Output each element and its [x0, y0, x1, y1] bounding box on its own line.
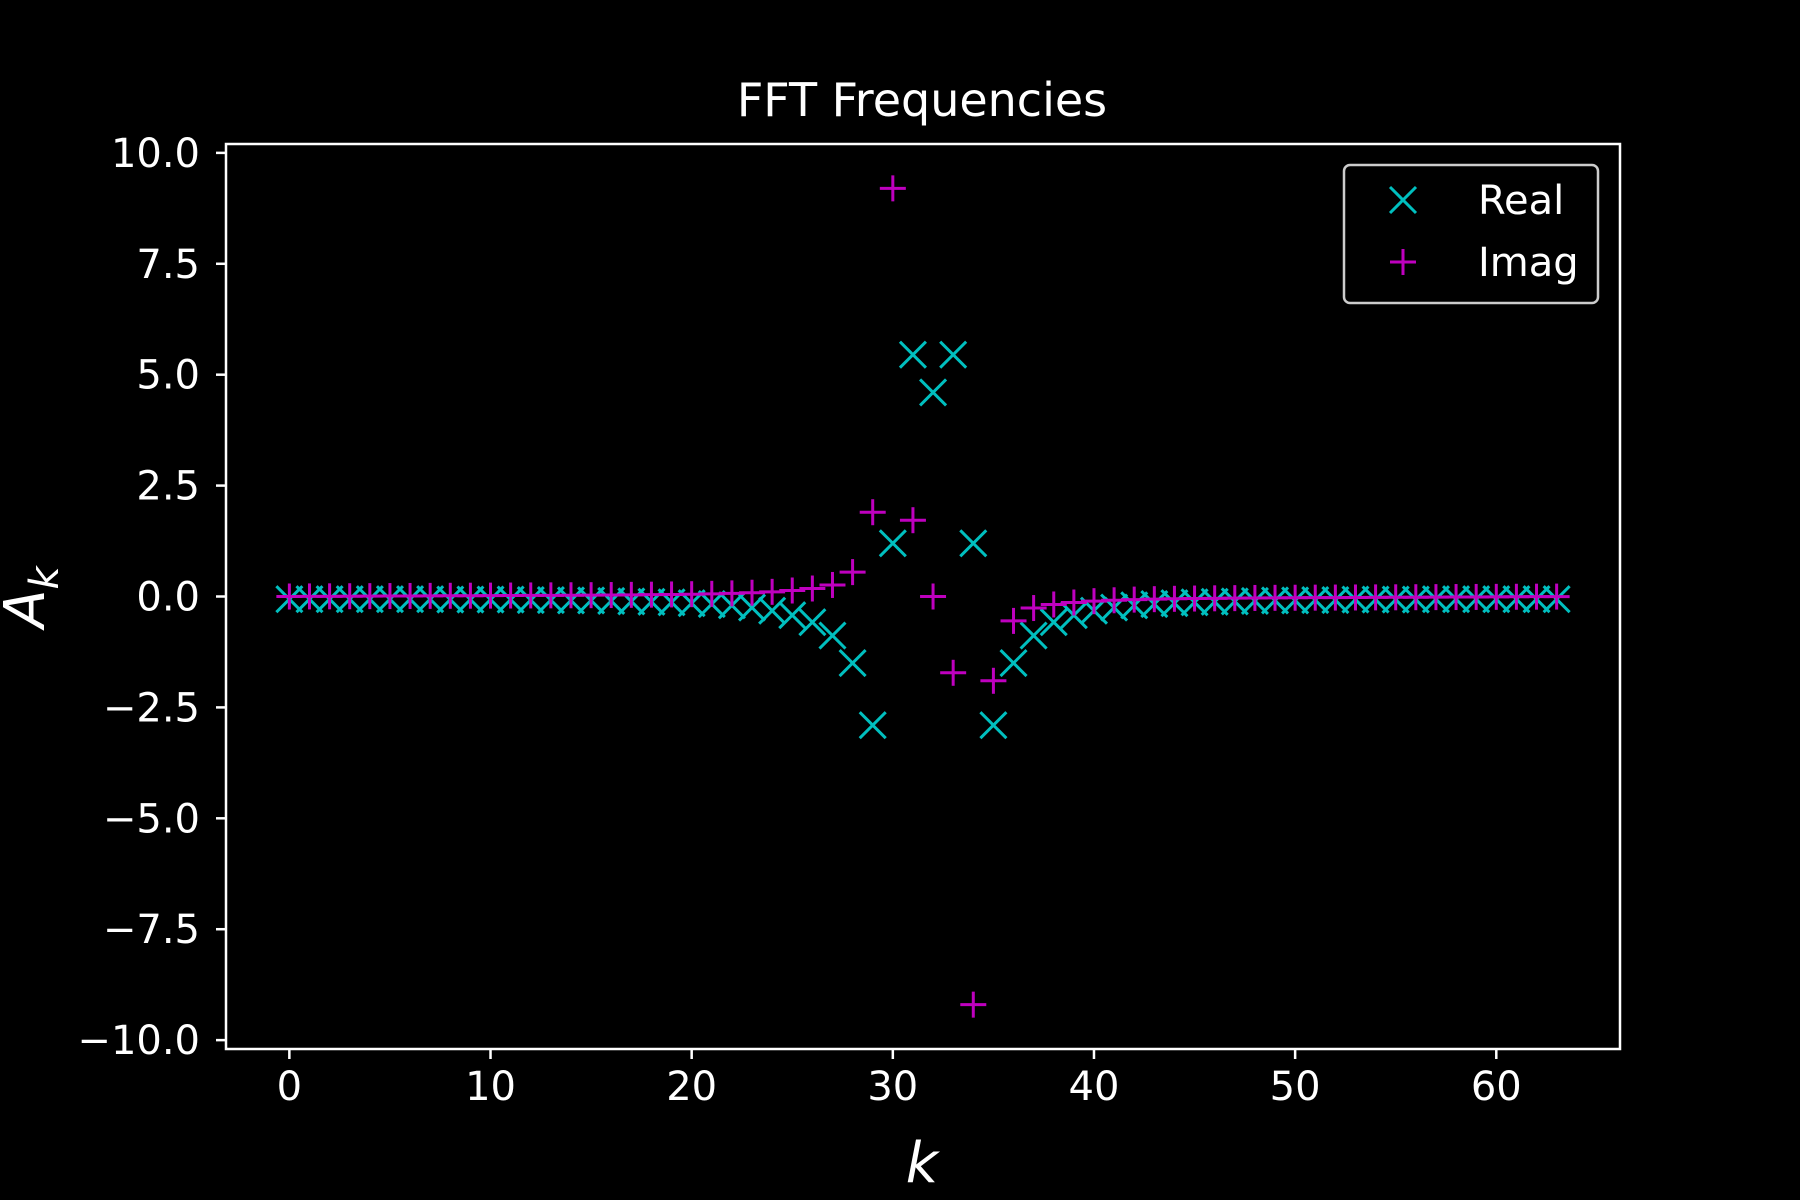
y-tick-label: −10.0 [77, 1018, 200, 1064]
x-tick-label: 20 [666, 1064, 717, 1110]
data-marks [275, 175, 1571, 1018]
point-real [778, 601, 807, 630]
point-real [1039, 608, 1068, 637]
point-imag [920, 583, 947, 610]
point-imag [839, 559, 866, 586]
x-tick-label: 10 [465, 1064, 516, 1110]
point-real [959, 529, 988, 558]
point-imag [1040, 591, 1067, 618]
legend-marker-real [1388, 185, 1418, 215]
point-imag [799, 575, 826, 602]
y-tick-label: 7.5 [136, 242, 200, 288]
point-imag [819, 571, 846, 598]
point-imag [980, 667, 1007, 694]
series-imag [276, 175, 1570, 1018]
legend-label-imag: Imag [1478, 240, 1579, 286]
y-axis-label-main: A [0, 589, 58, 630]
point-imag [1000, 607, 1027, 634]
y-tick-label: −7.5 [103, 907, 200, 953]
point-imag [1543, 583, 1570, 610]
y-tick-label: 5.0 [136, 353, 200, 399]
y-tick-label: −5.0 [103, 796, 200, 842]
legend-marker-imag [1390, 249, 1416, 275]
y-axis-label-subscript: k [22, 564, 68, 589]
legend: Real Imag [1342, 163, 1600, 305]
x-axis-ticks: 0 10 20 30 40 50 60 [277, 1049, 1522, 1110]
legend-box [1342, 163, 1600, 305]
point-real [818, 621, 847, 650]
point-real [878, 529, 907, 558]
x-tick-label: 30 [867, 1064, 918, 1110]
point-real [918, 378, 948, 407]
y-axis-label: Ak [0, 564, 68, 630]
point-imag [960, 991, 987, 1018]
x-tick-label: 40 [1069, 1064, 1120, 1110]
plot-frame [224, 142, 1622, 1051]
point-real [838, 648, 867, 678]
y-tick-label: 2.5 [136, 464, 200, 510]
point-imag [1020, 595, 1047, 622]
point-imag [879, 175, 906, 202]
x-axis-label: k [906, 1131, 941, 1196]
point-real [979, 711, 1008, 740]
point-real [939, 340, 968, 369]
y-tick-label: 0.0 [136, 575, 200, 621]
point-real [798, 608, 827, 637]
legend-label-real: Real [1478, 178, 1564, 224]
point-real [999, 648, 1028, 678]
chart-title: FFT Frequencies [737, 73, 1107, 127]
point-imag [899, 507, 926, 534]
point-imag [859, 499, 886, 526]
point-real [858, 711, 887, 740]
y-tick-label: −2.5 [103, 685, 200, 731]
y-axis-ticks: 10.0 7.5 5.0 2.5 0.0 −2.5 −5.0 −7.5 −10.0 [77, 131, 226, 1064]
x-tick-label: 0 [277, 1064, 302, 1110]
point-real [1019, 621, 1048, 650]
y-tick-label: 10.0 [111, 131, 200, 177]
point-imag [779, 577, 806, 604]
point-real [898, 340, 928, 369]
x-tick-label: 60 [1471, 1064, 1522, 1110]
x-tick-label: 50 [1270, 1064, 1321, 1110]
point-imag [940, 659, 967, 686]
